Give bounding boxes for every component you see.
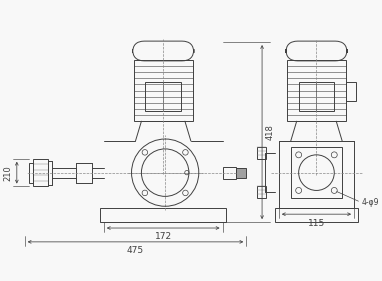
Bar (257, 147, 266, 159)
Text: 418: 418 (265, 124, 275, 140)
Bar (100, 208, 227, 222)
Bar (236, 168, 246, 178)
Bar (32, 159, 49, 187)
Bar (287, 60, 346, 121)
Bar (29, 163, 32, 183)
Bar (346, 82, 356, 101)
Bar (275, 208, 358, 222)
Bar (279, 141, 354, 208)
Text: 210: 210 (3, 165, 12, 180)
Bar (257, 187, 266, 198)
Text: 475: 475 (127, 246, 144, 255)
Text: 115: 115 (308, 219, 325, 228)
Bar (146, 82, 181, 111)
Text: 4-φ9: 4-φ9 (362, 198, 379, 207)
Bar (133, 60, 193, 121)
Text: 172: 172 (155, 232, 172, 241)
Bar (222, 167, 236, 178)
Bar (291, 147, 342, 198)
Bar (299, 82, 334, 111)
